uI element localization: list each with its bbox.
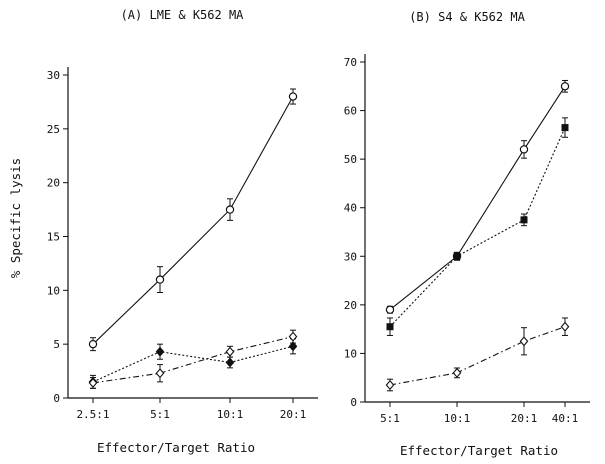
y-tick-label-b: 20 [344, 299, 357, 312]
x-tick-label-b: 40:1 [552, 412, 579, 425]
y-tick-label-b: 40 [344, 202, 357, 215]
series-line-a-1 [92, 96, 294, 345]
chart-title-b: (B) S4 & K562 MA [409, 10, 525, 24]
x-axis-a: 2.5:1 5:1 10:1 20:1 [68, 397, 318, 421]
y-tick-label-b: 30 [344, 250, 357, 263]
data-point-b-3 [385, 379, 395, 391]
data-point-b-2 [561, 124, 569, 132]
x-tick-label-b: 10:1 [444, 412, 471, 425]
series-a-2 [88, 338, 298, 389]
y-tick-label-b: 50 [344, 153, 357, 166]
y-tick-label-a: 20 [47, 177, 60, 190]
data-point-a-1 [288, 92, 298, 101]
series-layer-b [385, 79, 570, 392]
y-tick-label-a: 0 [53, 392, 60, 405]
chart-title-a: (A) LME & K562 MA [121, 8, 245, 22]
series-b-2 [386, 117, 569, 336]
series-line-a-2 [92, 345, 294, 383]
data-point-b-1 [385, 305, 395, 314]
x-tick-label-a: 10:1 [217, 408, 244, 421]
data-point-b-1 [560, 82, 570, 91]
y-tick-label-b: 60 [344, 105, 357, 118]
data-point-a-2 [225, 357, 235, 368]
x-tick-label-b: 5:1 [380, 412, 400, 425]
data-point-b-3 [560, 321, 570, 332]
y-tick-label-a: 25 [47, 123, 60, 136]
data-point-a-2 [288, 341, 298, 352]
y-tick-label-a: 5 [53, 338, 60, 351]
y-axis-b: 0 10 20 30 40 50 60 70 [344, 54, 366, 409]
data-point-a-1 [225, 205, 235, 214]
series-a-3 [88, 329, 298, 389]
x-axis-b: 5:1 10:1 20:1 40:1 [365, 401, 590, 425]
data-point-a-2 [155, 346, 165, 357]
data-point-a-1 [155, 275, 165, 284]
data-point-b-1 [519, 145, 529, 154]
series-layer-a [88, 88, 298, 389]
x-tick-label-a: 2.5:1 [76, 408, 109, 421]
series-line-b-3 [389, 326, 566, 386]
x-tick-label-b: 20:1 [511, 412, 538, 425]
y-axis-a: 0 5 10 15 20 25 30 [47, 67, 69, 405]
data-point-b-3 [519, 336, 529, 347]
series-a-1 [88, 88, 298, 352]
series-line-a-3 [92, 336, 294, 384]
data-point-a-3 [288, 331, 298, 342]
y-axis-title-a: % Specific lysis [8, 158, 23, 278]
data-point-a-3 [88, 377, 98, 388]
x-axis-title-b: Effector/Target Ratio [400, 443, 558, 458]
x-tick-label-a: 5:1 [150, 408, 170, 421]
data-point-a-3 [155, 368, 165, 379]
chart-panel-b: (B) S4 & K562 MA Effector/Target Ratio 0… [344, 10, 590, 458]
series-line-b-1 [389, 85, 566, 311]
y-tick-label-a: 10 [47, 284, 60, 297]
series-b-3 [385, 317, 570, 392]
y-tick-label-b: 0 [350, 396, 357, 409]
y-tick-label-b: 70 [344, 56, 357, 69]
data-point-b-2 [386, 323, 394, 331]
series-line-b-2 [389, 127, 566, 328]
data-point-a-3 [225, 346, 235, 357]
x-axis-title-a: Effector/Target Ratio [97, 440, 255, 455]
y-tick-label-b: 10 [344, 347, 357, 360]
data-point-a-1 [88, 339, 98, 349]
chart-panel-a: (A) LME & K562 MA % Specific lysis Effec… [8, 8, 318, 455]
y-tick-label-a: 30 [47, 69, 60, 82]
y-tick-label-a: 15 [47, 231, 60, 244]
data-point-b-3 [452, 367, 462, 378]
series-b-1 [385, 79, 570, 314]
data-point-b-2 [520, 216, 528, 224]
x-tick-label-a: 20:1 [280, 408, 307, 421]
data-point-b-2 [453, 252, 461, 260]
